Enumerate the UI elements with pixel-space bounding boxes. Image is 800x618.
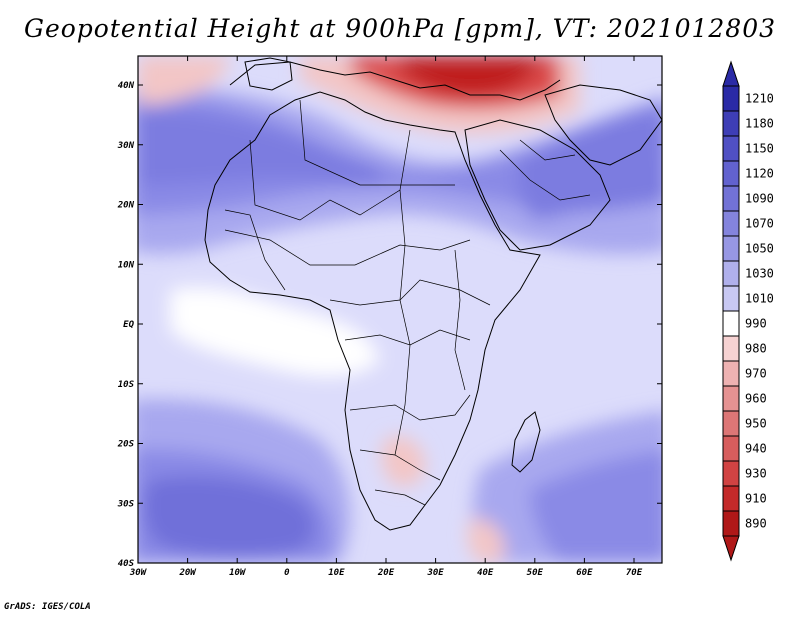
colorbar-segment — [722, 510, 740, 537]
map-frame — [137, 55, 663, 564]
field-south-atlantic-core — [143, 476, 315, 557]
height-field — [138, 56, 662, 563]
colorbar-segment — [722, 385, 740, 412]
colorbar-segment — [722, 210, 740, 237]
lat-label: 40N — [118, 81, 135, 91]
colorbar-label: 930 — [745, 467, 767, 481]
colorbar-label: 1010 — [745, 292, 774, 306]
colorbar-label: 890 — [745, 517, 767, 531]
colorbar-label: 1180 — [745, 117, 774, 131]
colorbar-segment — [722, 260, 740, 287]
colorbar-label: 960 — [745, 392, 767, 406]
lon-label: 20E — [377, 568, 395, 578]
lat-label: 40S — [118, 559, 135, 569]
colorbar-segment — [722, 160, 740, 187]
madagascar-coastline — [511, 411, 541, 473]
colorbar-segment — [722, 485, 740, 512]
colorbar-segment — [722, 235, 740, 262]
colorbar-segment — [722, 310, 740, 337]
colorbar-label: 1150 — [745, 142, 774, 156]
colorbar-label: 1070 — [745, 217, 774, 231]
africa-coastline — [204, 91, 541, 531]
colorbar-label: 970 — [745, 367, 767, 381]
colorbar-segment — [722, 185, 740, 212]
iberia-coastline — [244, 57, 293, 91]
border-sahara-2 — [299, 99, 455, 186]
credit-text: GrADS: IGES/COLA — [4, 602, 91, 612]
field-sahel-white — [170, 287, 380, 377]
lat-label: 30N — [117, 141, 135, 151]
border-arabia-1 — [499, 149, 591, 201]
border-east-1 — [454, 249, 466, 391]
iran-coastline — [544, 84, 662, 166]
lat-label: 10N — [118, 260, 135, 270]
colorbar-label: 1210 — [745, 92, 774, 106]
field-nw-pink — [138, 56, 230, 105]
lat-label: 30S — [117, 499, 135, 509]
colorbar-segment — [722, 110, 740, 137]
border-west-1 — [224, 209, 286, 291]
lon-label: 10W — [229, 568, 247, 578]
border-south-1 — [349, 394, 471, 421]
colorbar-label: 990 — [745, 317, 767, 331]
colorbar-segment — [722, 85, 740, 112]
colorbar-segment — [722, 285, 740, 312]
lat-label: 20S — [117, 440, 135, 450]
colorbar-segment — [722, 335, 740, 362]
lon-label: 30W — [129, 568, 148, 578]
colorbar-label: 980 — [745, 342, 767, 356]
lon-label: 70E — [626, 568, 643, 578]
colorbar-top-arrow — [722, 60, 740, 87]
field-north-core — [140, 110, 380, 185]
colorbar-label: 1120 — [745, 167, 774, 181]
colorbar-label: 1090 — [745, 192, 774, 206]
colorbar-label: 1030 — [745, 267, 774, 281]
colorbar-bottom-arrow — [722, 535, 740, 562]
lon-label: 60E — [576, 568, 593, 578]
lat-label: EQ — [123, 320, 134, 330]
colorbar-segment — [722, 135, 740, 162]
field-kalahari-pink — [381, 436, 426, 487]
border-east-2 — [394, 189, 411, 456]
colorbar-label: 940 — [745, 442, 767, 456]
country-borders — [224, 99, 591, 506]
lat-label: 10S — [118, 380, 135, 390]
lat-label: 20N — [117, 201, 135, 211]
border-south-3 — [374, 489, 426, 506]
longitude-axis: 30W 20W 10W 0 10E 20E 30E 40E 50E 60E 70E — [129, 56, 643, 578]
field-south-indian-mid — [530, 450, 662, 563]
lon-label: 0 — [284, 568, 290, 578]
coastlines — [204, 57, 662, 531]
latitude-axis: 40N 30N 20N 10N EQ 10S 20S 30S 40S — [117, 81, 662, 569]
border-arabia-2 — [519, 139, 576, 161]
lon-label: 30E — [426, 568, 444, 578]
lon-label: 50E — [527, 568, 544, 578]
border-south-2 — [359, 449, 441, 481]
colorbar-label: 950 — [745, 417, 767, 431]
lon-label: 20W — [178, 568, 197, 578]
chart-title: Geopotential Height at 900hPa [gpm], VT:… — [23, 14, 777, 43]
colorbar-segment — [722, 460, 740, 487]
arabia-coastline — [464, 119, 611, 251]
colorbar-segment — [722, 360, 740, 387]
europe-coastline — [229, 61, 561, 101]
field-turkey-core — [400, 56, 540, 95]
colorbar-segment — [722, 410, 740, 437]
field-south-pink — [467, 518, 506, 563]
border-sahel — [224, 229, 471, 266]
lon-label: 10E — [328, 568, 345, 578]
colorbar-label: 1050 — [745, 242, 774, 256]
lon-label: 40E — [477, 568, 494, 578]
border-central-1 — [329, 279, 491, 306]
colorbar-label: 910 — [745, 492, 767, 506]
colorbar-segment — [722, 435, 740, 462]
